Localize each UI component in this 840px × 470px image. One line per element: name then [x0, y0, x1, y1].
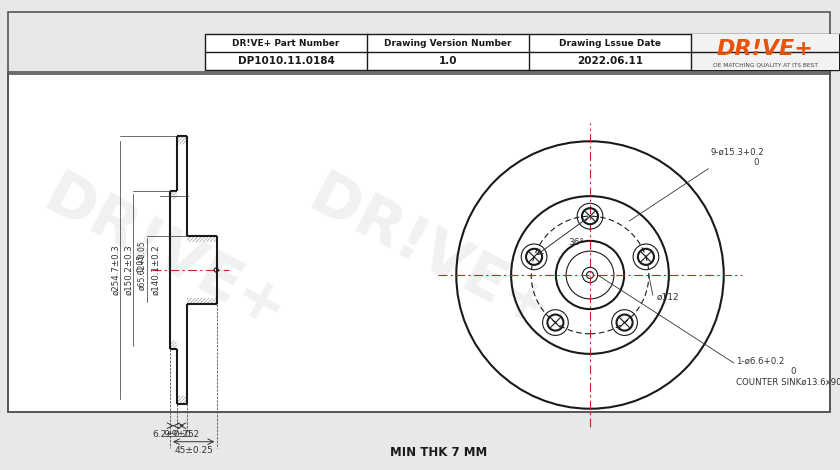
Text: 9.9±0.2: 9.9±0.2 — [164, 430, 200, 439]
Text: ø150.2±0.3: ø150.2±0.3 — [124, 244, 134, 295]
Bar — [8, 72, 830, 412]
Text: Drawing Version Number: Drawing Version Number — [384, 39, 512, 47]
Text: Drawing Lssue Date: Drawing Lssue Date — [559, 39, 661, 47]
Bar — [8, 72, 830, 412]
Text: DR!VE+ Part Number: DR!VE+ Part Number — [233, 39, 339, 47]
Text: 45±0.25: 45±0.25 — [174, 446, 213, 454]
Text: DR!VE+: DR!VE+ — [717, 39, 813, 59]
Text: -0.05: -0.05 — [138, 254, 146, 296]
Text: 2022.06.11: 2022.06.11 — [577, 56, 643, 66]
Text: MIN THK 7 MM: MIN THK 7 MM — [390, 446, 487, 459]
Bar — [205, 34, 839, 70]
Text: 1-ø6.6+0.2
                    0: 1-ø6.6+0.2 0 — [736, 356, 796, 376]
Text: DR!VE+: DR!VE+ — [34, 166, 297, 344]
Text: OE MATCHING QUALITY AT ITS BEST: OE MATCHING QUALITY AT ITS BEST — [712, 63, 817, 68]
Text: ø65.02+0.05: ø65.02+0.05 — [138, 240, 146, 290]
Text: 9-ø15.3+0.2
                0: 9-ø15.3+0.2 0 — [710, 148, 764, 167]
Text: ø254.7±0.3: ø254.7±0.3 — [112, 244, 120, 295]
Text: COUNTER SINKø13.6x90°: COUNTER SINKø13.6x90° — [736, 377, 840, 386]
Text: 1.0: 1.0 — [438, 56, 457, 66]
Text: 6.2±0.25: 6.2±0.25 — [152, 430, 194, 439]
Bar — [691, 34, 839, 70]
Bar — [8, 12, 830, 74]
Text: ø112: ø112 — [657, 292, 680, 301]
Text: DR!VE+: DR!VE+ — [298, 166, 561, 344]
Text: DP1010.11.0184: DP1010.11.0184 — [238, 56, 334, 66]
Text: ø140.1±0.2: ø140.1±0.2 — [151, 244, 160, 295]
Text: 36°: 36° — [568, 238, 584, 247]
